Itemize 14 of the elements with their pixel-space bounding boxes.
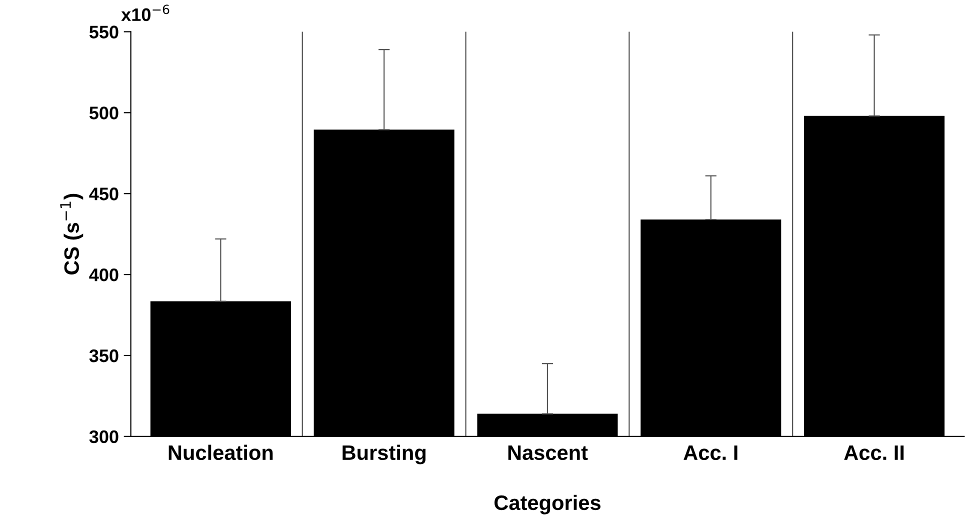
y-tick-label: 450 [89,188,118,200]
x-tick-label: Bursting [342,444,426,464]
text: x10$^{−6}$ [121,4,170,22]
x-tick-label: Acc. I [684,446,738,460]
x-tick-label: Nascent [508,446,588,460]
y-tick-label: 550 [89,26,118,38]
x-axis-title: Categories [494,494,600,514]
y-axis-title: CS (s$^{−1}$) [60,194,84,274]
y-tick-label: 400 [89,268,118,282]
x-tick-label: Nucleation [168,444,273,460]
y-tick-label: 350 [89,349,118,362]
x-tick-label: Acc. II [844,446,904,460]
y-tick-label: 300 [89,430,118,444]
y-tick-label: 500 [89,106,118,120]
